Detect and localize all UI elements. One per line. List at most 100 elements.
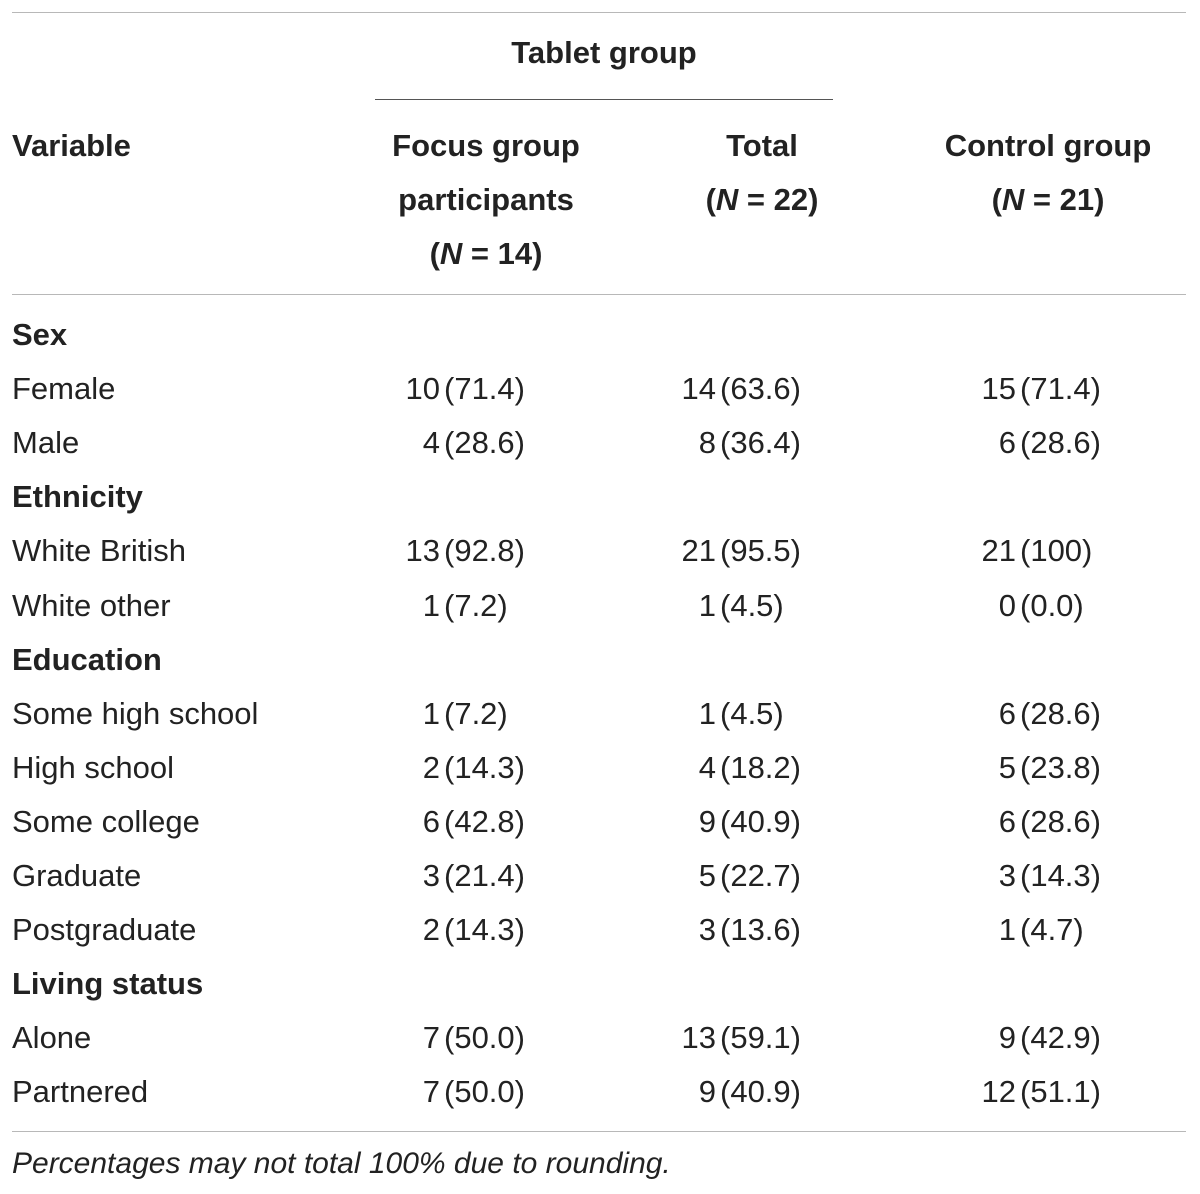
header-total-n: (N = 22): [662, 173, 862, 227]
cell-total: 8 (36.4): [656, 416, 801, 470]
table-row: White British 13 (92.8) 21 (95.5) 21 (100): [0, 524, 1200, 578]
header-focus-group: Focus group participants (N = 14): [340, 119, 632, 281]
table-bottom-rule: [12, 1131, 1186, 1132]
table-row: Partnered 7 (50.0) 9 (40.9) 12 (51.1): [0, 1065, 1200, 1119]
cell-control-count: 0: [998, 587, 1016, 623]
header-total-line1: Total: [726, 128, 798, 163]
cell-control: 9 (42.9): [956, 1011, 1101, 1065]
section-row: Education: [0, 633, 1200, 687]
cell-control: 12 (51.1): [956, 1065, 1101, 1119]
table-row: Some high school 1 (7.2) 1 (4.5) 6 (28.6): [0, 687, 1200, 741]
cell-focus: 13 (92.8): [380, 524, 525, 578]
cell-total-percent: (40.9): [720, 803, 801, 839]
cell-focus-percent: (92.8): [444, 533, 525, 569]
cell-total-percent: (59.1): [720, 1020, 801, 1056]
cell-control: 1 (4.7): [956, 903, 1084, 957]
cell-control-count: 1: [998, 912, 1016, 948]
cell-total-percent: (63.6): [720, 371, 801, 407]
cell-control-count: 12: [981, 1074, 1016, 1110]
cell-total-count: 21: [681, 533, 716, 569]
cell-control-count: 6: [998, 425, 1016, 461]
cell-focus-percent: (14.3): [444, 912, 525, 948]
cell-control-percent: (71.4): [1020, 371, 1101, 407]
cell-focus-count: 1: [422, 587, 440, 623]
cell-focus: 3 (21.4): [380, 849, 525, 903]
cell-focus-count: 1: [422, 695, 440, 731]
table-row: Female 10 (71.4) 14 (63.6) 15 (71.4): [0, 362, 1200, 416]
table-row: Alone 7 (50.0) 13 (59.1) 9 (42.9): [0, 1011, 1200, 1065]
header-focus-line1: Focus group: [392, 128, 580, 163]
cell-control-count: 15: [981, 371, 1016, 407]
cell-focus-percent: (7.2): [444, 587, 508, 623]
cell-focus: 4 (28.6): [380, 416, 525, 470]
cell-total-count: 5: [698, 858, 716, 893]
header-control-line1: Control group: [944, 128, 1152, 163]
cell-control-percent: (28.6): [1020, 425, 1101, 461]
table-row: Male 4 (28.6) 8 (36.4) 6 (28.6): [0, 416, 1200, 470]
cell-focus: 7 (50.0): [380, 1065, 525, 1119]
cell-total-count: 1: [698, 695, 716, 731]
cell-total-count: 14: [681, 371, 716, 407]
cell-total-count: 13: [681, 1020, 716, 1056]
cell-control-percent: (4.7): [1020, 912, 1084, 948]
cell-total-count: 9: [698, 803, 716, 839]
cell-focus-percent: (50.0): [444, 1020, 525, 1056]
cell-focus-count: 2: [422, 749, 440, 785]
header-focus-n-symbol: N: [439, 236, 463, 271]
row-label: High school: [12, 749, 174, 785]
cell-control-percent: (23.8): [1020, 749, 1101, 785]
cell-total-count: 1: [698, 587, 716, 623]
header-control-n-symbol: N: [1001, 182, 1025, 217]
header-focus-n-prefix: (: [429, 236, 440, 271]
row-label: Some high school: [12, 695, 259, 731]
cell-total: 9 (40.9): [656, 1065, 801, 1119]
header-total-n-prefix: (: [705, 182, 716, 217]
cell-total: 4 (18.2): [656, 741, 801, 795]
cell-control-count: 6: [998, 695, 1016, 731]
cell-focus: 1 (7.2): [380, 579, 508, 633]
cell-focus: 10 (71.4): [380, 362, 525, 416]
row-label: Male: [12, 425, 80, 461]
cell-total: 3 (13.6): [656, 903, 801, 957]
cell-control-count: 9: [998, 1020, 1016, 1056]
cell-focus-percent: (28.6): [444, 425, 525, 461]
cell-focus-percent: (14.3): [444, 749, 525, 785]
row-label: Some college: [12, 803, 200, 839]
cell-focus: 7 (50.0): [380, 1011, 525, 1065]
cell-focus-percent: (71.4): [444, 371, 525, 407]
table-footnote: Percentages may not total 100% due to ro…: [12, 1147, 671, 1180]
table-row: White other 1 (7.2) 1 (4.5) 0 (0.0): [0, 579, 1200, 633]
section-row: Ethnicity: [0, 470, 1200, 524]
cell-control: 3 (14.3): [956, 849, 1101, 903]
section-heading: Living status: [12, 966, 204, 1002]
cell-focus: 6 (42.8): [380, 795, 525, 849]
cell-total-count: 3: [698, 912, 716, 948]
cell-control-count: 5: [998, 749, 1016, 785]
cell-focus-count: 2: [422, 912, 440, 948]
cell-total: 9 (40.9): [656, 795, 801, 849]
header-focus-n: (N = 14): [340, 227, 632, 281]
cell-focus-percent: (42.8): [444, 803, 525, 839]
cell-focus-percent: (21.4): [444, 858, 525, 893]
cell-total: 5 (22.7): [656, 849, 801, 903]
cell-total-count: 8: [698, 425, 716, 461]
row-label: Postgraduate: [12, 912, 197, 948]
cell-control: 6 (28.6): [956, 416, 1101, 470]
header-focus-line2: participants: [398, 182, 574, 217]
cell-total-percent: (36.4): [720, 425, 801, 461]
section-heading: Education: [12, 641, 162, 677]
cell-total-percent: (22.7): [720, 858, 801, 893]
table-row: Some college 6 (42.8) 9 (40.9) 6 (28.6): [0, 795, 1200, 849]
cell-focus-count: 3: [422, 858, 440, 893]
cell-total: 1 (4.5): [656, 687, 784, 741]
header-total: Total (N = 22): [662, 119, 862, 227]
table-top-rule: [12, 12, 1186, 13]
cell-control: 0 (0.0): [956, 579, 1084, 633]
cell-control-count: 6: [998, 803, 1016, 839]
cell-control: 6 (28.6): [956, 795, 1101, 849]
row-label: White British: [12, 533, 186, 569]
tablet-group-span-rule: [375, 99, 833, 100]
cell-control-percent: (0.0): [1020, 587, 1084, 623]
cell-total: 21 (95.5): [656, 524, 801, 578]
